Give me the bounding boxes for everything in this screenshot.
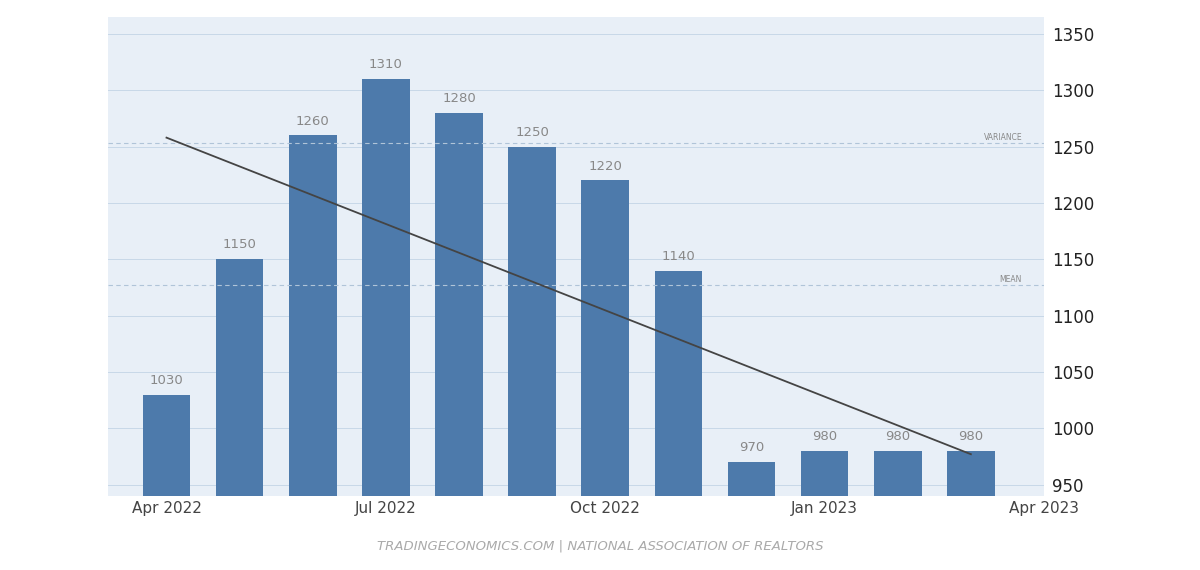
Text: 970: 970 [739, 441, 764, 454]
Text: 980: 980 [886, 430, 911, 443]
Bar [655, 271, 702, 570]
Bar [874, 451, 922, 570]
Bar [582, 181, 629, 570]
Bar [436, 113, 482, 570]
Text: 1250: 1250 [515, 126, 550, 139]
Bar [800, 451, 848, 570]
Text: 1220: 1220 [588, 160, 622, 173]
Text: 1140: 1140 [661, 250, 695, 263]
Text: 1260: 1260 [296, 115, 330, 128]
Text: 1310: 1310 [368, 58, 403, 71]
Text: 1280: 1280 [442, 92, 476, 105]
Text: MEAN: MEAN [1000, 275, 1022, 284]
Text: 1030: 1030 [150, 373, 184, 386]
Text: VARIANCE: VARIANCE [984, 133, 1022, 142]
Bar [727, 462, 775, 570]
Bar [143, 394, 191, 570]
Text: 1150: 1150 [223, 238, 257, 251]
Text: TRADINGECONOMICS.COM | NATIONAL ASSOCIATION OF REALTORS: TRADINGECONOMICS.COM | NATIONAL ASSOCIAT… [377, 540, 823, 553]
Bar [289, 136, 336, 570]
Bar [947, 451, 995, 570]
Bar [216, 259, 263, 570]
Text: 980: 980 [959, 430, 984, 443]
Text: 980: 980 [812, 430, 838, 443]
Bar [509, 146, 556, 570]
Bar [362, 79, 409, 570]
